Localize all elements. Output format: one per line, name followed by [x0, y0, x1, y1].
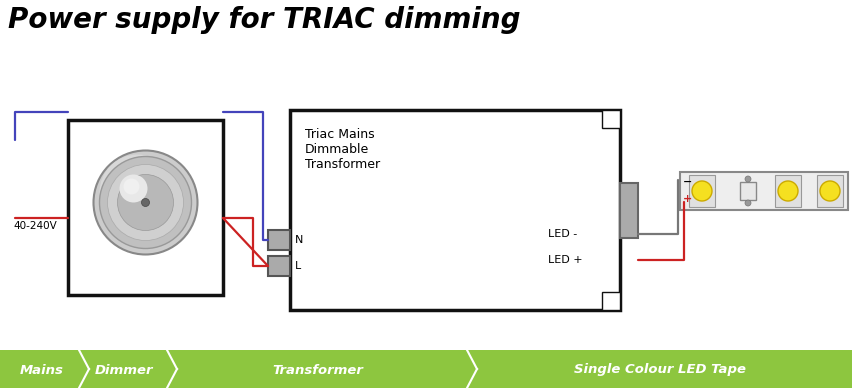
Circle shape: [124, 179, 140, 195]
Text: 40-240V: 40-240V: [13, 221, 57, 231]
Text: Mains: Mains: [20, 363, 63, 376]
Text: +: +: [682, 194, 692, 204]
Bar: [0, 350, 852, 388]
Circle shape: [819, 181, 839, 201]
Bar: [619, 183, 637, 238]
Bar: [774, 175, 800, 207]
Circle shape: [744, 200, 750, 206]
Circle shape: [691, 181, 711, 201]
Bar: [688, 175, 714, 207]
Bar: [679, 172, 847, 210]
Bar: [602, 110, 619, 128]
Circle shape: [107, 165, 183, 241]
Text: L: L: [295, 261, 301, 271]
Text: N: N: [295, 235, 303, 245]
Bar: [816, 175, 842, 207]
Bar: [290, 110, 619, 310]
Circle shape: [118, 174, 173, 230]
Bar: [68, 120, 222, 295]
Circle shape: [119, 174, 147, 202]
Text: Dimmer: Dimmer: [94, 363, 153, 376]
Text: Single Colour LED Tape: Single Colour LED Tape: [574, 363, 746, 376]
Circle shape: [777, 181, 797, 201]
Circle shape: [100, 154, 176, 230]
Text: Power supply for TRIAC dimming: Power supply for TRIAC dimming: [8, 6, 520, 34]
Text: Transformer: Transformer: [272, 363, 362, 376]
Text: LED +: LED +: [547, 255, 582, 265]
Bar: [268, 230, 290, 250]
Circle shape: [744, 176, 750, 182]
Bar: [268, 256, 290, 276]
Text: Triac Mains
Dimmable
Transformer: Triac Mains Dimmable Transformer: [305, 128, 380, 171]
Text: LED -: LED -: [547, 229, 577, 239]
Circle shape: [94, 151, 198, 255]
Bar: [740, 182, 755, 200]
Bar: [602, 292, 619, 310]
Circle shape: [100, 156, 192, 248]
Circle shape: [141, 199, 149, 206]
Text: −: −: [682, 177, 692, 187]
